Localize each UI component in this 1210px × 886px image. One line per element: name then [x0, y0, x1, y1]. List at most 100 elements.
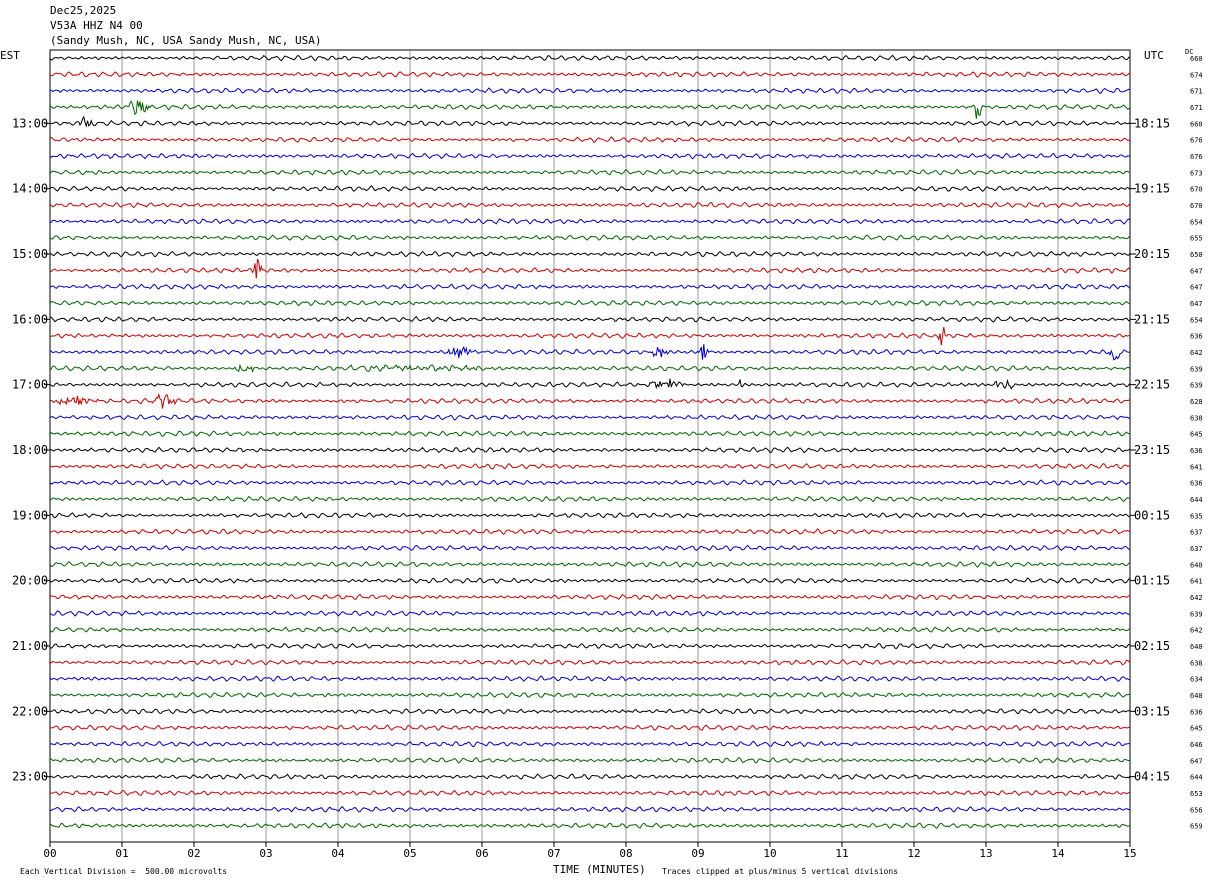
right-hour-label: 20:15: [1134, 247, 1170, 261]
seismic-trace: [49, 544, 1131, 552]
seismic-trace: [49, 789, 1131, 797]
seismic-trace: [49, 363, 1131, 374]
dc-offset-label: 639: [1190, 610, 1203, 618]
right-hour-label: 18:15: [1134, 116, 1170, 130]
x-tick-label: 06: [475, 847, 488, 860]
seismic-trace: [49, 446, 1131, 454]
location-label: (Sandy Mush, NC, USA Sandy Mush, NC, USA…: [50, 34, 322, 47]
right-hour-label: 04:15: [1134, 770, 1170, 784]
left-timezone-label: EST: [0, 49, 20, 62]
seismic-trace: [50, 218, 1131, 225]
dc-offset-label: 641: [1190, 463, 1203, 471]
dc-offset-label: 674: [1190, 71, 1203, 79]
right-hour-label: 00:15: [1134, 508, 1170, 522]
dc-offset-label: 638: [1190, 414, 1203, 422]
seismic-trace: [49, 593, 1131, 601]
seismic-trace: [49, 708, 1131, 715]
plot-frame: [49, 49, 1131, 843]
seismic-trace: [49, 675, 1131, 682]
x-tick-label: 10: [763, 847, 776, 860]
dc-offset-label: 638: [1190, 659, 1203, 667]
left-hour-label: 14:00: [12, 182, 48, 196]
seismic-trace: [49, 740, 1131, 748]
dc-offset-label: 660: [1190, 55, 1203, 63]
chart-grid: [44, 49, 1136, 847]
dc-offset-label: 647: [1190, 284, 1203, 292]
dc-offset-label: 650: [1190, 251, 1203, 259]
dc-offset-label: 671: [1190, 104, 1203, 112]
left-hour-label: 13:00: [12, 116, 48, 130]
seismic-trace: [49, 100, 1131, 119]
dc-offset-label: 653: [1190, 790, 1203, 798]
dc-offset-label: 640: [1190, 561, 1203, 569]
seismic-trace: [49, 512, 1131, 519]
dc-offset-label: 641: [1190, 578, 1203, 586]
seismic-trace: [49, 626, 1131, 633]
seismic-trace: [49, 250, 1131, 258]
dc-offset-label: 636: [1190, 708, 1203, 716]
seismic-trace: [49, 822, 1131, 829]
dc-offset-label: 639: [1190, 365, 1203, 373]
right-hour-label: 19:15: [1134, 182, 1170, 196]
left-hour-label: 17:00: [12, 378, 48, 392]
dc-offset-label: 636: [1190, 480, 1203, 488]
dc-offset-label: 654: [1190, 218, 1203, 226]
station-label: V53A HHZ N4 00: [50, 19, 143, 32]
trace-group: [49, 54, 1131, 829]
seismic-trace: [49, 201, 1131, 209]
dc-offset-label: 637: [1190, 545, 1203, 553]
seismic-trace: [49, 495, 1131, 503]
seismic-trace: [50, 327, 1130, 346]
dc-offset-label: 673: [1190, 169, 1203, 177]
dc-offset-label: 645: [1190, 725, 1203, 733]
dc-offset-label: 640: [1190, 692, 1203, 700]
seismic-trace: [49, 773, 1131, 780]
left-hour-label: 20:00: [12, 574, 48, 588]
x-tick-label: 07: [547, 847, 560, 860]
dc-offset-label: 642: [1190, 349, 1203, 357]
dc-offset-label: 642: [1190, 594, 1203, 602]
seismic-trace: [49, 234, 1131, 241]
seismic-trace: [49, 378, 1131, 390]
left-hour-label: 23:00: [12, 770, 48, 784]
dc-offset-label: 656: [1190, 806, 1203, 814]
dc-offset-label: 642: [1190, 627, 1203, 635]
right-hour-label: 03:15: [1134, 704, 1170, 718]
x-tick-label: 02: [187, 847, 200, 860]
dc-offset-label: 670: [1190, 186, 1203, 194]
label-group: 00 01 02 03 04 05 06 07 08 09 10 11 12 13 14 15 660 674 67…: [12, 55, 1203, 860]
left-hour-label: 16:00: [12, 312, 48, 326]
seismic-trace: [49, 430, 1131, 437]
x-tick-label: 04: [331, 847, 345, 860]
dc-label: DC: [1185, 48, 1194, 56]
x-tick-label: 09: [691, 847, 704, 860]
seismic-trace: [49, 168, 1131, 176]
seismic-trace: [49, 392, 1131, 409]
seismic-trace: [49, 642, 1131, 650]
seismic-trace: [49, 805, 1131, 813]
dc-offset-label: 635: [1190, 512, 1203, 520]
dc-offset-label: 640: [1190, 643, 1203, 651]
x-tick-label: 13: [979, 847, 992, 860]
left-hour-label: 22:00: [12, 704, 48, 718]
dc-offset-label: 670: [1190, 202, 1203, 210]
seismic-trace: [49, 609, 1131, 617]
seismic-trace: [49, 528, 1131, 536]
dc-offset-label: 636: [1190, 333, 1203, 341]
dc-offset-label: 639: [1190, 382, 1203, 390]
seismic-trace: [49, 71, 1131, 78]
dc-offset-label: 647: [1190, 757, 1203, 765]
dc-offset-label: 644: [1190, 774, 1203, 782]
x-tick-label: 01: [115, 847, 128, 860]
dc-offset-label: 646: [1190, 741, 1203, 749]
dc-offset-label: 660: [1190, 120, 1203, 128]
scale-note: Each Vertical Division = 500.00 microvol…: [20, 867, 228, 876]
dc-offset-label: 676: [1190, 153, 1203, 161]
x-tick-label: 03: [259, 847, 272, 860]
dc-offset-label: 628: [1190, 398, 1203, 406]
seismic-trace: [49, 185, 1131, 192]
seismic-trace: [49, 561, 1131, 568]
x-axis-title: TIME (MINUTES): [553, 863, 646, 876]
seismic-trace: [49, 152, 1131, 160]
